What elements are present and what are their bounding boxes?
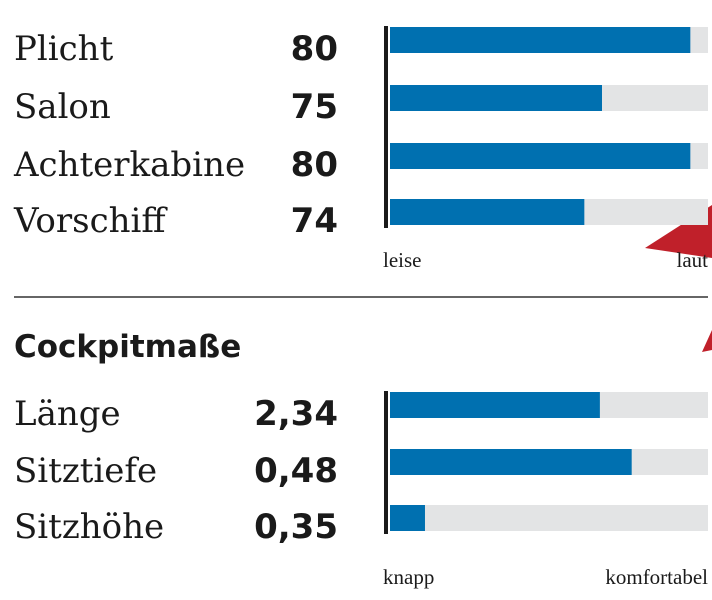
row-label: Vorschiff <box>13 201 168 241</box>
row-value: 0,35 <box>254 507 338 547</box>
bar <box>390 392 600 418</box>
scale-label-high: komfortabel <box>605 565 708 589</box>
scale-label-low: leise <box>383 248 421 272</box>
scale-label-high: laut <box>677 248 709 272</box>
row-value: 74 <box>291 201 338 241</box>
row-label: Plicht <box>14 29 114 69</box>
row-value: 2,34 <box>254 394 338 434</box>
bar <box>390 199 585 225</box>
bar <box>390 505 425 531</box>
scale-label-low: knapp <box>383 565 434 589</box>
row-value: 75 <box>291 87 338 127</box>
row-label: Salon <box>14 87 111 127</box>
row-value: 0,48 <box>254 451 338 491</box>
row-value: 80 <box>291 145 338 185</box>
bar-track <box>390 505 708 531</box>
bar <box>390 143 691 169</box>
row-label: Länge <box>14 394 121 434</box>
row-label: Sitzhöhe <box>14 507 164 547</box>
row-value: 80 <box>291 29 338 69</box>
row-label: Sitztiefe <box>14 451 157 491</box>
section-title: Cockpitmaße <box>14 329 241 365</box>
bar <box>390 449 632 475</box>
bar <box>390 85 602 111</box>
decorative-arrow <box>702 330 712 352</box>
bar <box>390 27 691 53</box>
row-label: Achterkabine <box>13 145 245 185</box>
